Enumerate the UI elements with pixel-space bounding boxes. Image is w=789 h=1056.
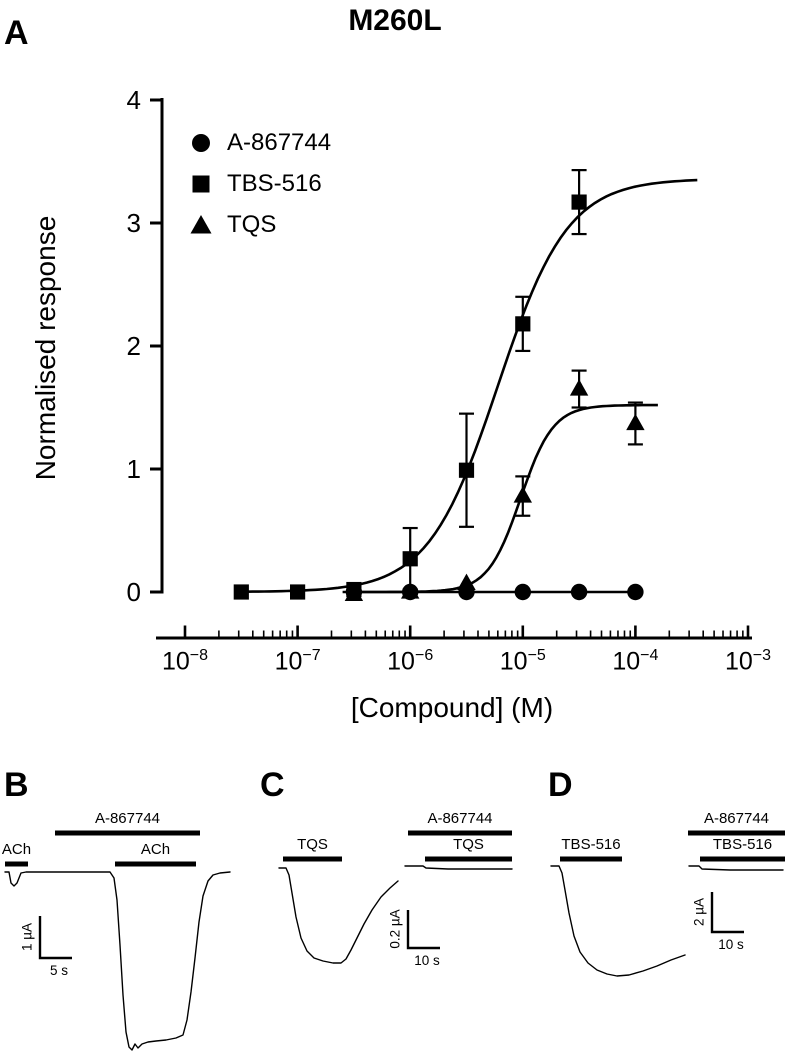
legend: A-867744 TBS-516 TQS	[188, 122, 331, 245]
legend-item-a-867744: A-867744	[188, 122, 331, 163]
y-tick-label: 3	[127, 208, 141, 238]
data-point	[458, 462, 475, 478]
scale-bar	[406, 910, 440, 950]
data-point	[290, 584, 306, 600]
scale-bar	[710, 892, 744, 934]
legend-item-tqs: TQS	[188, 204, 331, 245]
panel-c-letter: C	[260, 766, 285, 804]
data-point	[571, 194, 587, 210]
series-tqs	[342, 369, 658, 602]
panel-a-letter: A	[4, 14, 29, 52]
square-marker-icon	[192, 175, 210, 192]
panel-b-letter: B	[4, 766, 29, 804]
legend-label: TBS-516	[227, 169, 322, 197]
legend-label: TQS	[227, 210, 277, 238]
current-trace	[4, 871, 231, 1051]
panel-b-trace	[4, 830, 231, 1051]
series-tbs-516	[233, 169, 698, 600]
data-point	[457, 573, 476, 590]
data-point	[344, 584, 364, 602]
data-point	[569, 379, 589, 396]
data-point	[402, 551, 418, 567]
scale-bar	[38, 916, 72, 960]
data-point	[627, 583, 644, 601]
y-tick-label: 4	[127, 85, 141, 115]
y-tick-label: 0	[127, 577, 141, 607]
data-point	[401, 582, 420, 599]
fit-curve	[342, 403, 658, 594]
data-point	[626, 413, 645, 431]
data-point	[233, 584, 249, 600]
chart-title: M260L	[348, 4, 442, 37]
x-axis-title: [Compound] (M)	[350, 692, 554, 723]
panel-c-trace	[278, 830, 513, 964]
legend-item-tbs-516: TBS-516	[188, 163, 331, 204]
current-trace	[278, 867, 399, 964]
panel-d-trace	[550, 830, 785, 977]
panel-d-letter: D	[548, 766, 573, 804]
data-point	[515, 316, 531, 332]
current-trace	[550, 865, 686, 977]
circle-marker-icon	[192, 133, 210, 152]
data-point	[514, 583, 531, 601]
axes: 0 1 2 3 4	[127, 85, 752, 640]
y-axis-title: Normalised response	[30, 215, 61, 481]
y-tick-label: 2	[127, 331, 141, 361]
current-trace	[404, 865, 513, 870]
y-tick-label: 1	[127, 454, 141, 484]
current-trace	[688, 865, 784, 871]
data-point	[570, 583, 588, 601]
triangle-marker-icon	[190, 214, 212, 233]
data-point	[513, 486, 532, 503]
legend-label: A-867744	[227, 128, 332, 156]
